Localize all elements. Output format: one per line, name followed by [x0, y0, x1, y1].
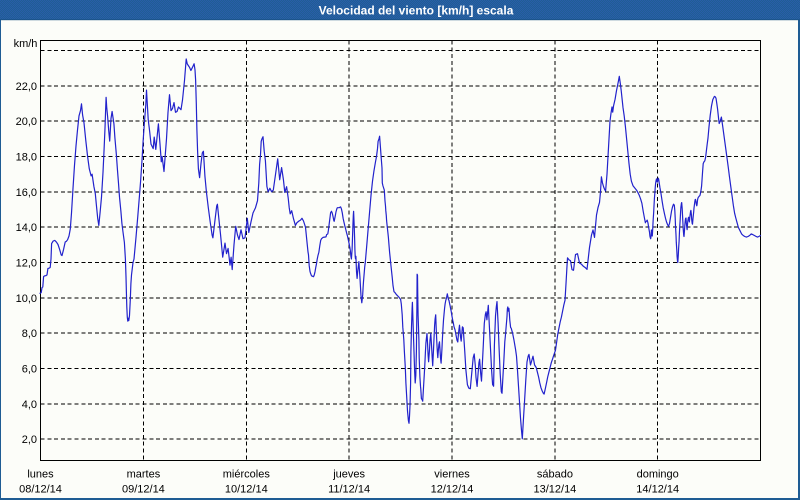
svg-text:8,0: 8,0	[22, 328, 37, 340]
svg-text:martes: martes	[127, 469, 161, 481]
svg-text:sábado: sábado	[537, 469, 573, 481]
svg-text:km/h: km/h	[14, 38, 38, 50]
svg-text:12,0: 12,0	[16, 258, 37, 270]
svg-text:16,0: 16,0	[16, 187, 37, 199]
svg-text:14,0: 14,0	[16, 222, 37, 234]
svg-text:22,0: 22,0	[16, 81, 37, 93]
svg-text:lunes: lunes	[27, 469, 54, 481]
svg-text:miércoles: miércoles	[223, 469, 271, 481]
svg-text:4,0: 4,0	[22, 399, 37, 411]
svg-text:viernes: viernes	[434, 469, 470, 481]
svg-text:10/12/14: 10/12/14	[225, 484, 268, 496]
svg-text:domingo: domingo	[637, 469, 679, 481]
svg-text:10,0: 10,0	[16, 293, 37, 305]
svg-text:08/12/14: 08/12/14	[19, 484, 62, 496]
svg-text:14/12/14: 14/12/14	[636, 484, 679, 496]
svg-text:12/12/14: 12/12/14	[431, 484, 474, 496]
svg-text:09/12/14: 09/12/14	[122, 484, 165, 496]
svg-text:jueves: jueves	[332, 469, 365, 481]
svg-text:18,0: 18,0	[16, 152, 37, 164]
svg-text:Velocidad del viento [km/h] es: Velocidad del viento [km/h] escala	[319, 4, 514, 18]
svg-text:11/12/14: 11/12/14	[328, 484, 370, 496]
svg-text:13/12/14: 13/12/14	[533, 484, 576, 496]
svg-text:2,0: 2,0	[22, 434, 37, 446]
svg-text:6,0: 6,0	[22, 364, 37, 376]
svg-text:20,0: 20,0	[16, 116, 37, 128]
